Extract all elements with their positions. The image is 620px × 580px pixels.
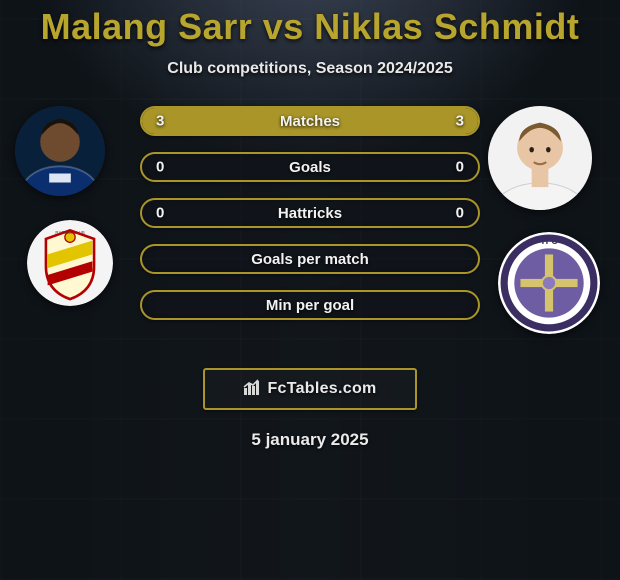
- stat-label: Hattricks: [278, 205, 342, 222]
- stat-label: Goals: [289, 159, 331, 176]
- svg-text:RACING CLUB: RACING CLUB: [55, 230, 85, 235]
- brand-chart-icon: [243, 378, 263, 401]
- comparison-card: Malang Sarr vs Niklas Schmidt Club compe…: [0, 0, 620, 580]
- player-left-avatar: [15, 106, 105, 196]
- stat-bar: Goals per match: [140, 244, 480, 274]
- brand-text: FcTables.com: [267, 380, 376, 398]
- stat-label: Matches: [280, 113, 340, 130]
- date-label: 5 january 2025: [251, 430, 368, 450]
- player-right-avatar: [488, 106, 592, 210]
- stat-label: Min per goal: [266, 297, 354, 314]
- page-title: Malang Sarr vs Niklas Schmidt: [41, 6, 580, 48]
- club-left-crest: RACING CLUB: [27, 220, 113, 306]
- stat-bar: Matches 3 3: [140, 106, 480, 136]
- stat-label: Goals per match: [251, 251, 369, 268]
- stat-value-left: 3: [156, 113, 164, 130]
- stat-bars: Matches 3 3 Goals 0 0 Hattricks 0 0 Goals per mat…: [140, 106, 480, 320]
- mid-section: RACING CLUB TFC Matches33Goals00Hattrick…: [0, 106, 620, 346]
- stat-value-left: 0: [156, 159, 164, 176]
- stat-value-right: 0: [456, 159, 464, 176]
- stat-bar: Min per goal: [140, 290, 480, 320]
- stat-value-right: 3: [456, 113, 464, 130]
- stat-bar: Hattricks 0 0: [140, 198, 480, 228]
- stat-value-right: 0: [456, 205, 464, 222]
- club-right-crest: TFC: [498, 232, 600, 334]
- stat-value-left: 0: [156, 205, 164, 222]
- svg-text:TFC: TFC: [540, 236, 558, 246]
- stat-bar: Goals 0 0: [140, 152, 480, 182]
- subtitle: Club competitions, Season 2024/2025: [167, 60, 452, 78]
- brand-box[interactable]: FcTables.com: [203, 368, 417, 410]
